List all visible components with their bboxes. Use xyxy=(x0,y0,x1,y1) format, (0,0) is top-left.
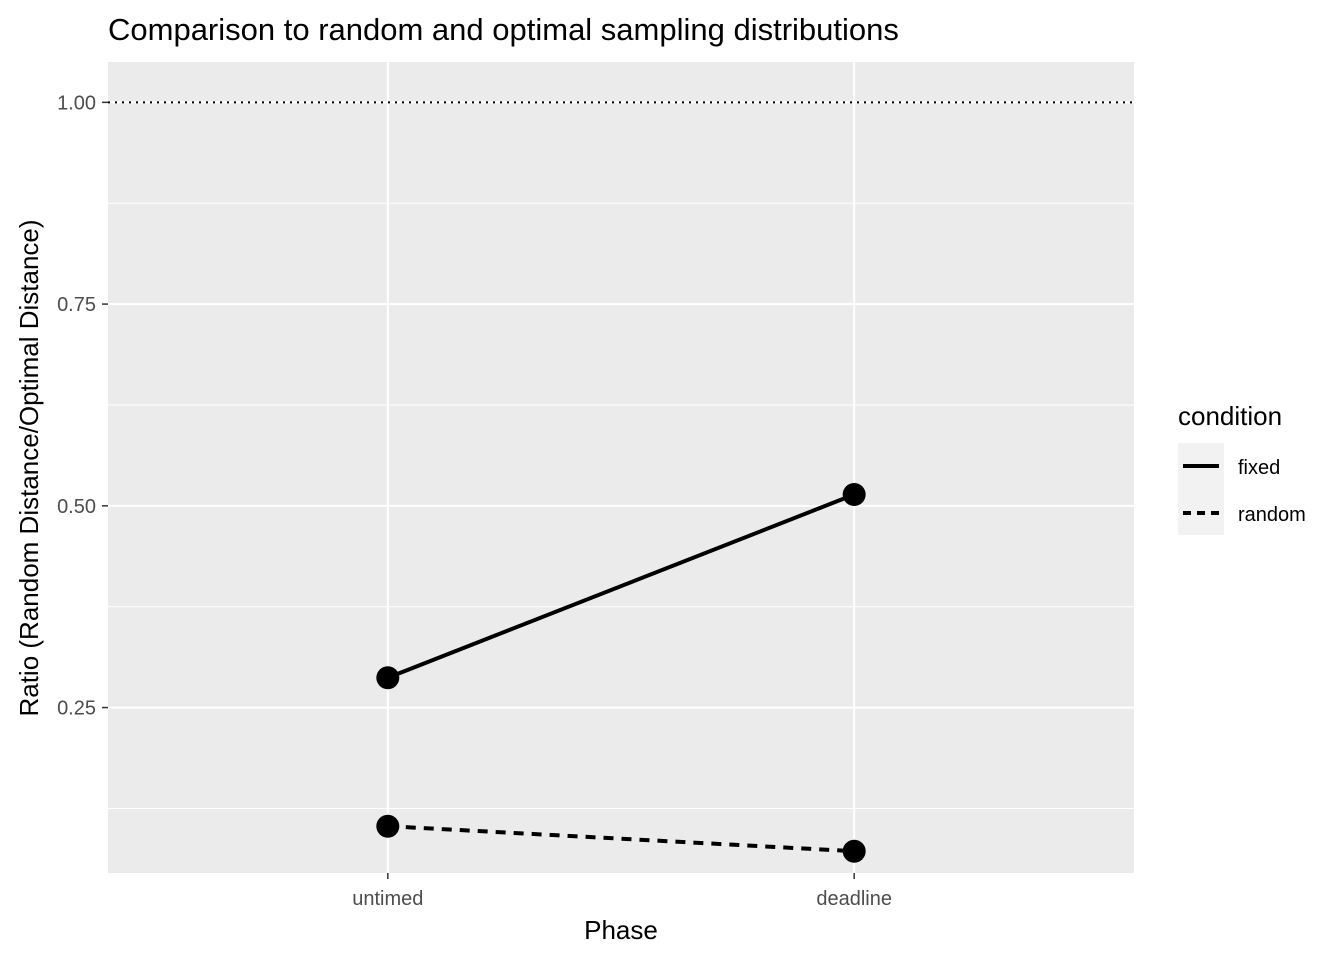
series-lines xyxy=(387,492,855,854)
series-points xyxy=(376,483,866,863)
plot-panel xyxy=(108,62,1134,873)
x-tick-label: untimed xyxy=(352,888,423,910)
y-axis: 0.25 0.50 0.75 1.00 xyxy=(57,92,108,720)
y-tick-label: 0.25 xyxy=(57,698,96,720)
legend-label-random: random xyxy=(1238,504,1306,526)
y-tick-label: 0.75 xyxy=(57,294,96,316)
grid-major xyxy=(108,62,1134,873)
x-axis: untimed deadline xyxy=(352,873,892,910)
y-axis-title: Ratio (Random Distance/Optimal Distance) xyxy=(14,219,44,716)
y-tick-label: 1.00 xyxy=(57,92,96,114)
series-line-random xyxy=(387,824,855,854)
point-random-untimed xyxy=(376,814,400,838)
point-random-deadline xyxy=(842,839,866,863)
legend-title: condition xyxy=(1178,401,1282,431)
y-tick-label: 0.50 xyxy=(57,496,96,518)
point-fixed-untimed xyxy=(376,666,400,690)
x-axis-title: Phase xyxy=(584,915,658,945)
series-line-fixed xyxy=(387,492,855,680)
chart-title: Comparison to random and optimal samplin… xyxy=(108,12,899,47)
x-tick-label: deadline xyxy=(816,888,892,910)
legend-key-background xyxy=(1178,443,1224,535)
legend-label-fixed: fixed xyxy=(1238,457,1280,479)
grid-minor xyxy=(108,202,1134,809)
point-fixed-deadline xyxy=(842,483,866,507)
legend: condition fixed random xyxy=(1178,401,1306,535)
